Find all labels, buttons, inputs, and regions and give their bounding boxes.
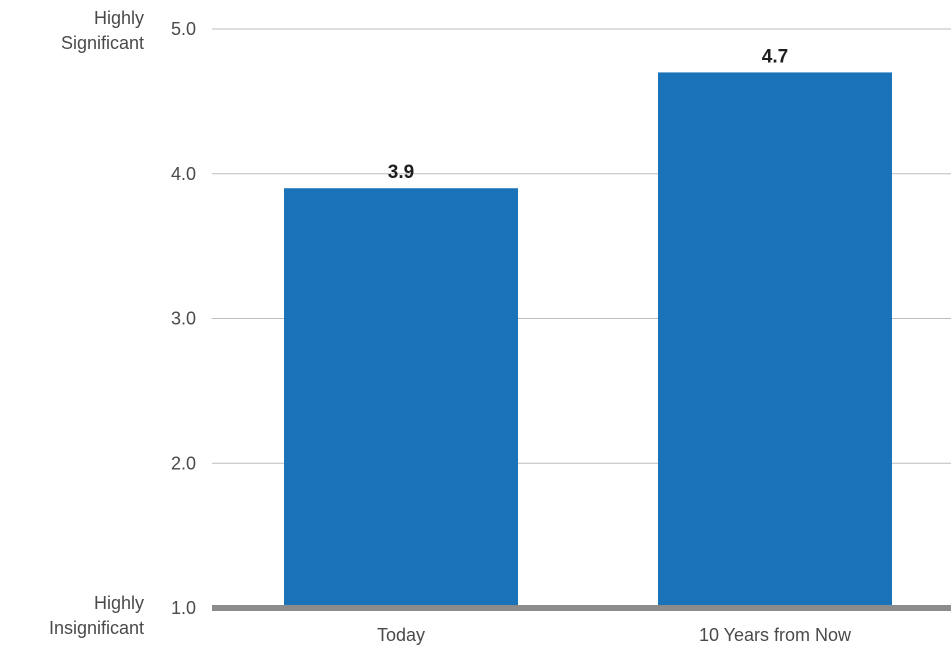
y-tick-label: 5.0: [171, 19, 196, 39]
y-top-label-line1: Highly: [94, 8, 144, 28]
y-bottom-label-line1: Highly: [94, 593, 144, 613]
bar: [284, 188, 518, 608]
y-tick-label: 2.0: [171, 453, 196, 473]
y-top-label-line2: Significant: [61, 33, 144, 53]
x-category-labels: Today 10 Years from Now: [377, 625, 852, 645]
category-label: 10 Years from Now: [699, 625, 852, 645]
data-label: 4.7: [762, 46, 788, 67]
y-tick-label: 4.0: [171, 164, 196, 184]
data-labels: 3.9 4.7: [388, 46, 788, 183]
bar: [658, 72, 892, 609]
y-tick-label: 3.0: [171, 309, 196, 329]
bars: [284, 72, 892, 609]
y-tick-labels: 1.0 2.0 3.0 4.0 5.0: [171, 19, 196, 618]
category-label: Today: [377, 625, 425, 645]
y-bottom-label-line2: Insignificant: [49, 618, 144, 638]
data-label: 3.9: [388, 162, 414, 183]
y-tick-label: 1.0: [171, 598, 196, 618]
